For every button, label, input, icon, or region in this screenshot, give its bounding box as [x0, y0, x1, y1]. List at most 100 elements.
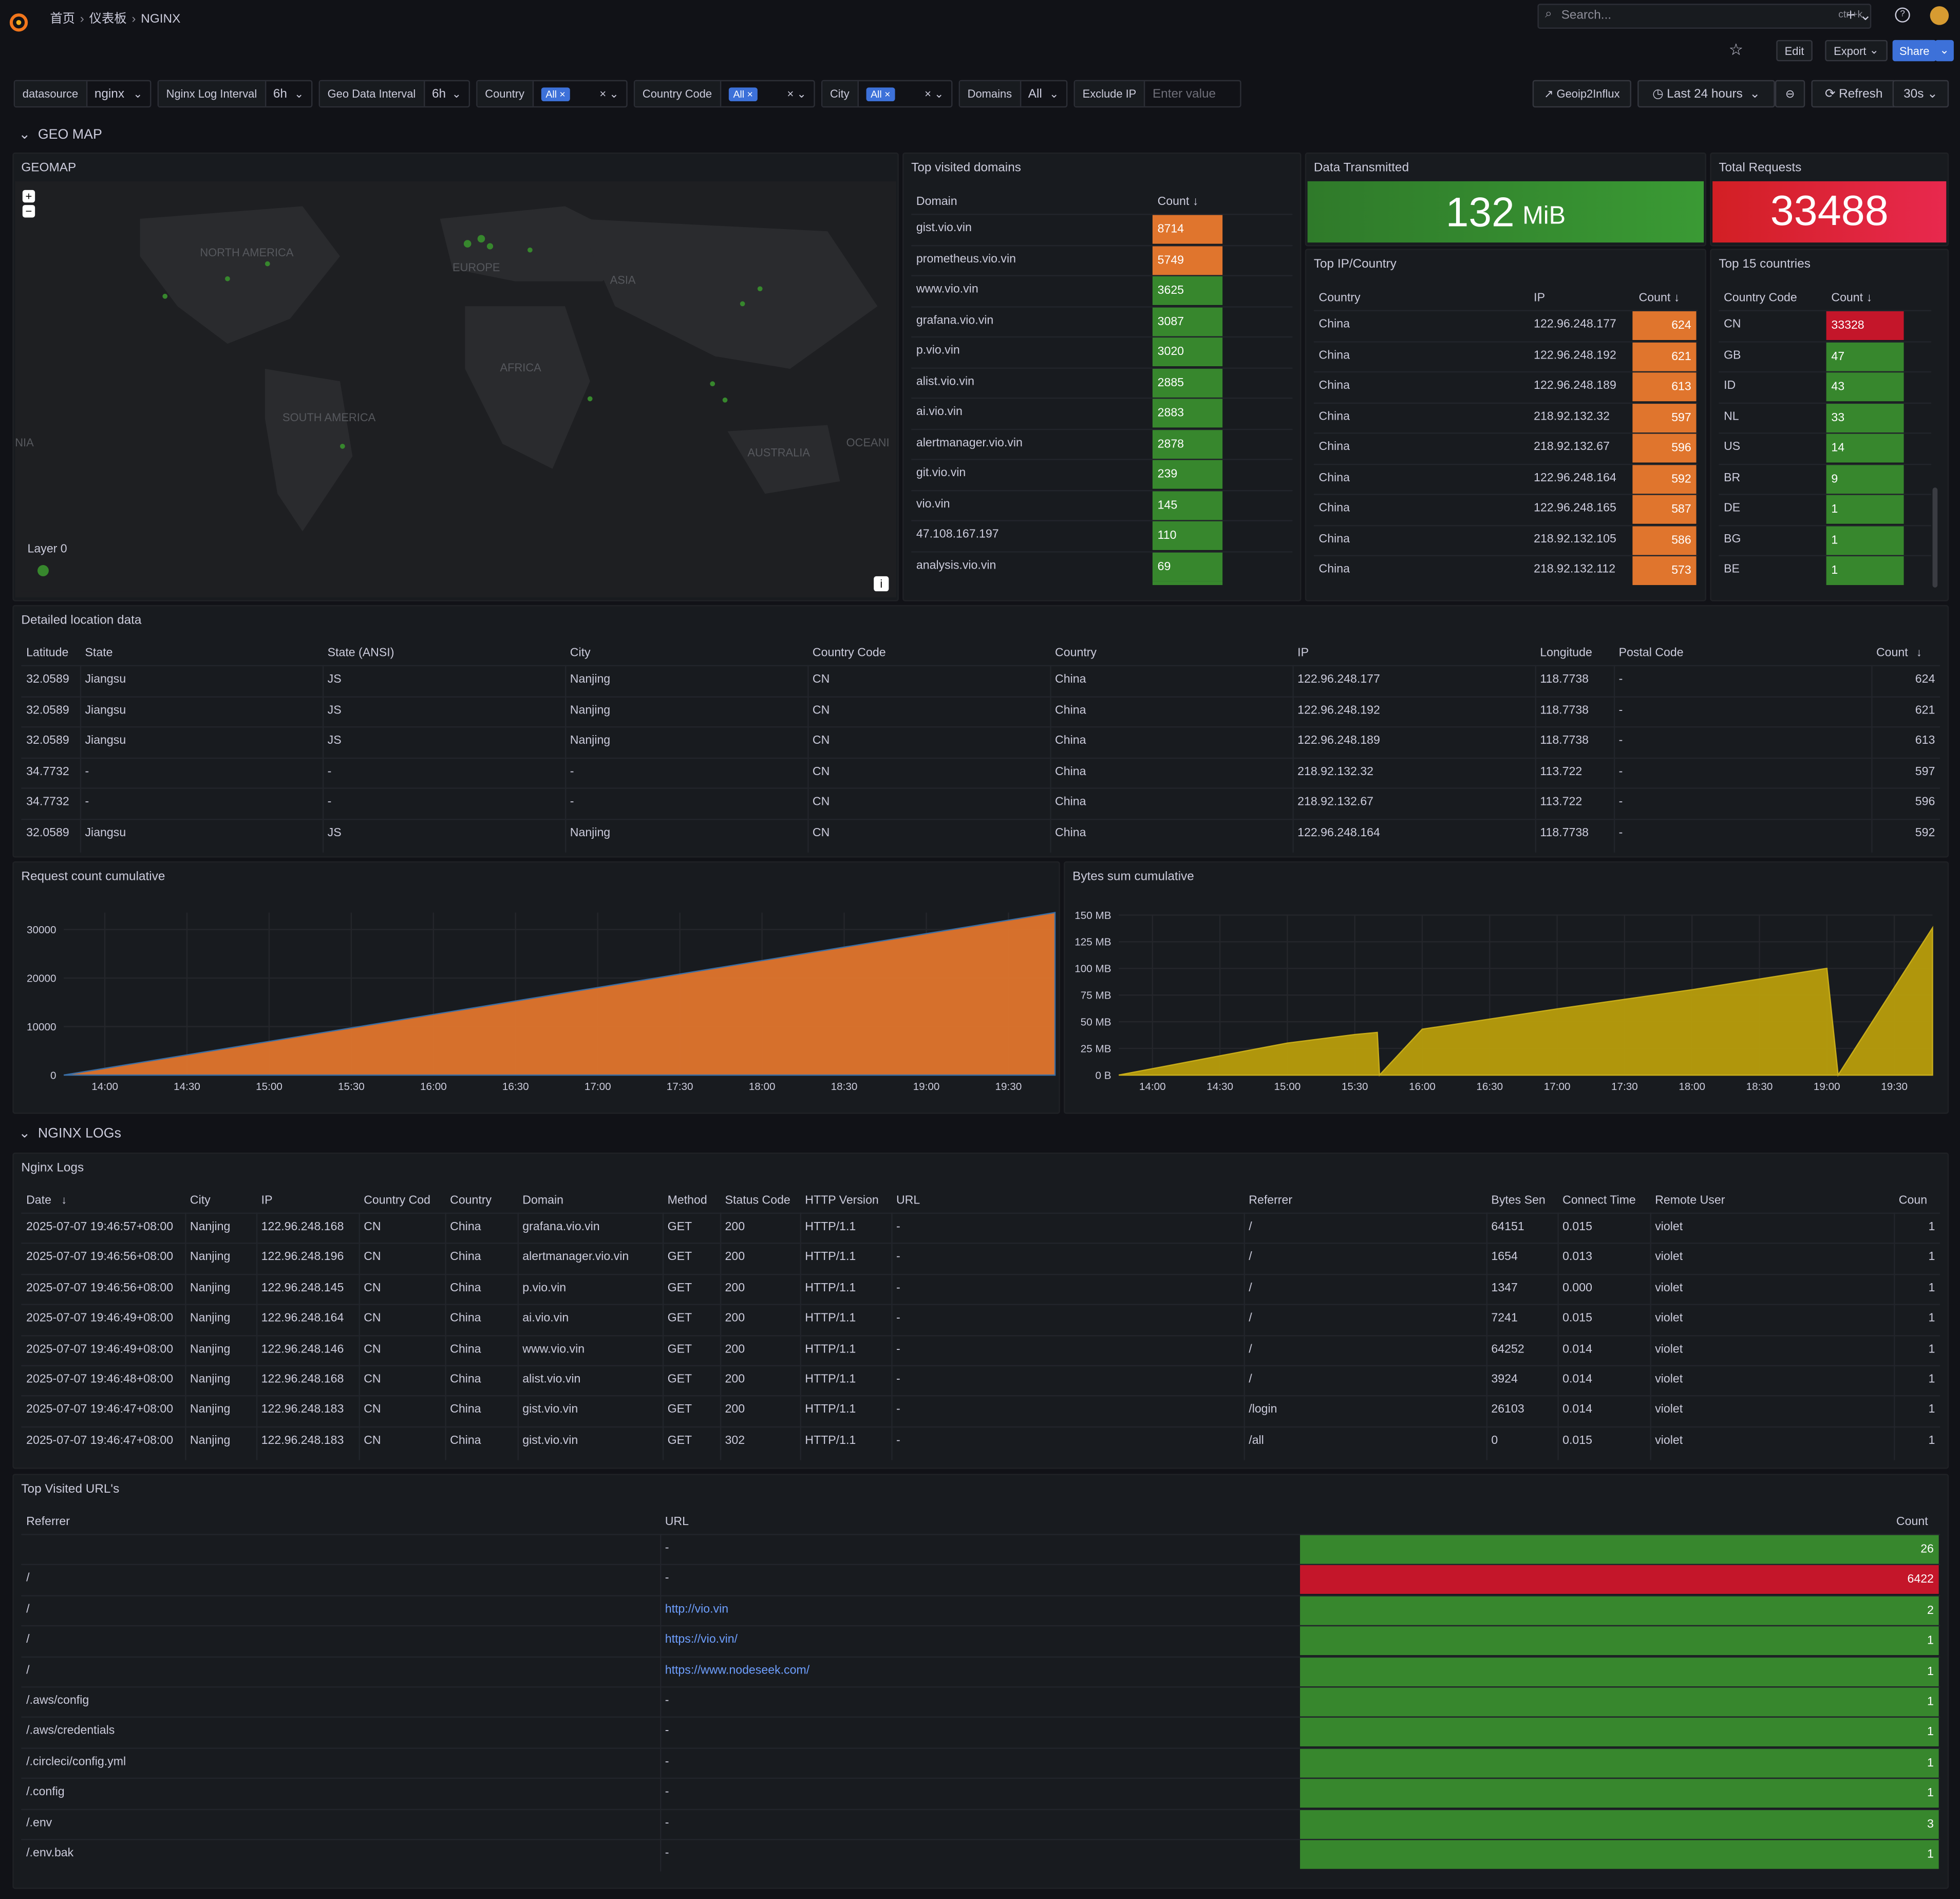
domain-cell[interactable]: grafana.vio.vin	[916, 313, 994, 327]
domain-cell[interactable]: p.vio.vin	[916, 344, 960, 358]
domain-cell[interactable]: ai.vio.vin	[916, 405, 963, 419]
edit-button[interactable]: Edit	[1776, 40, 1813, 62]
col-header-country[interactable]: Country	[1318, 291, 1361, 305]
refresh-interval-picker[interactable]: 30s ⌄	[1892, 80, 1949, 108]
referrer-cell[interactable]: /	[26, 1632, 30, 1647]
col-header[interactable]: Latitude	[26, 646, 69, 660]
col-header[interactable]: Date	[26, 1194, 51, 1208]
var-country-code-chip[interactable]: All ×	[728, 87, 758, 101]
world-map[interactable]: NORTH AMERICA EUROPE ASIA AFRICA SOUTH A…	[15, 181, 896, 598]
col-header[interactable]: Domain	[522, 1194, 563, 1208]
col-header[interactable]: Country Code	[812, 646, 886, 660]
url-link[interactable]: https://www.nodeseek.com/	[665, 1663, 810, 1678]
col-header[interactable]: Referrer	[1249, 1194, 1293, 1208]
avatar[interactable]	[1930, 6, 1949, 25]
col-header[interactable]: State	[85, 646, 113, 660]
zoom-out-button[interactable]: −	[22, 205, 35, 218]
ip-cell[interactable]: 218.92.132.112	[1534, 562, 1616, 576]
url-link[interactable]: http://vio.vin	[665, 1602, 729, 1616]
referrer-cell[interactable]: /.aws/config	[26, 1694, 89, 1708]
bytes-sum-chart[interactable]: 14:00 14:30 15:00 15:30 16:00 16:30 17:00 17:30…	[1065, 888, 1948, 1113]
row-geo-map[interactable]: ⌄ GEO MAP	[18, 127, 102, 143]
ip-cell[interactable]: 122.96.248.192	[1534, 348, 1616, 362]
domain-cell[interactable]: 47.108.167.197	[916, 528, 999, 541]
col-header-count[interactable]: Count ↓	[1157, 195, 1199, 209]
help-icon[interactable]: ?	[1895, 7, 1910, 23]
col-header[interactable]: Postal Code	[1618, 646, 1684, 660]
map-marker[interactable]	[740, 301, 745, 307]
referrer-cell[interactable]: /.env.bak	[26, 1846, 74, 1860]
col-header[interactable]: State (ANSI)	[327, 646, 394, 660]
var-log-interval[interactable]: Nginx Log Interval 6h ⌄	[157, 80, 313, 108]
var-datasource[interactable]: datasource nginx ⌄	[13, 80, 152, 108]
map-marker[interactable]	[477, 235, 485, 243]
var-geo-interval-value[interactable]: 6h	[431, 87, 446, 101]
geoip-link-button[interactable]: ↗ Geoip2Influx	[1532, 80, 1631, 108]
col-header[interactable]: City	[190, 1194, 211, 1208]
var-geo-interval[interactable]: Geo Data Interval 6h ⌄	[318, 80, 470, 108]
col-header[interactable]: City	[570, 646, 591, 660]
col-header-ip[interactable]: IP	[1534, 291, 1546, 305]
referrer-cell[interactable]: /.aws/credentials	[26, 1724, 115, 1738]
col-header[interactable]: Country	[450, 1194, 492, 1208]
col-header-domain[interactable]: Domain	[916, 195, 957, 209]
domain-cell[interactable]: prometheus.vio.vin	[916, 252, 1016, 266]
var-city-chip[interactable]: All ×	[865, 87, 896, 101]
search-input[interactable]: ⌕ Search... ctrl+k	[1537, 4, 1872, 29]
referrer-cell[interactable]: /	[26, 1602, 30, 1616]
map-marker[interactable]	[757, 286, 763, 292]
col-header[interactable]: Remote User	[1655, 1194, 1725, 1208]
map-marker[interactable]	[710, 381, 715, 387]
ip-cell[interactable]: 218.92.132.105	[1534, 532, 1616, 546]
referrer-cell[interactable]: /	[26, 1663, 30, 1678]
domain-cell[interactable]: www.vio.vin	[916, 283, 978, 296]
col-header[interactable]: Connect Time	[1562, 1194, 1636, 1208]
domain-cell[interactable]: analysis.vio.vin	[916, 558, 996, 572]
exclude-ip-input[interactable]: Enter value	[1152, 87, 1216, 101]
star-icon[interactable]: ☆	[1728, 40, 1744, 59]
col-header[interactable]: HTTP Version	[805, 1194, 879, 1208]
col-header-count[interactable]: Count ↓	[1638, 291, 1680, 305]
var-country[interactable]: Country All × × ⌄	[476, 80, 628, 108]
export-button[interactable]: Export ⌄	[1825, 40, 1888, 62]
row-nginx-logs[interactable]: ⌄ NGINX LOGs	[18, 1126, 121, 1141]
domain-cell[interactable]: alist.vio.vin	[916, 374, 974, 388]
col-header-country-code[interactable]: Country Code	[1724, 291, 1797, 305]
refresh-button[interactable]: ⟳ Refresh	[1811, 80, 1896, 108]
var-exclude-ip[interactable]: Exclude IP Enter value	[1073, 80, 1241, 108]
col-header[interactable]: Country	[1055, 646, 1097, 660]
ip-cell[interactable]: 218.92.132.32	[1534, 409, 1610, 423]
ip-cell[interactable]: 122.96.248.165	[1534, 501, 1616, 515]
scrollbar[interactable]	[1932, 487, 1938, 588]
map-marker[interactable]	[587, 396, 593, 402]
referrer-cell[interactable]: /	[26, 1572, 30, 1586]
var-datasource-value[interactable]: nginx	[94, 87, 125, 101]
map-marker[interactable]	[225, 276, 230, 281]
breadcrumb-dashboards[interactable]: 仪表板	[89, 12, 127, 27]
var-country-code[interactable]: Country Code All × × ⌄	[633, 80, 815, 108]
map-marker[interactable]	[527, 247, 533, 253]
request-count-chart[interactable]: 14:00 14:30 15:00 15:30 16:00 16:30 17:00 17:30…	[14, 888, 1059, 1113]
col-header[interactable]: Status Code	[725, 1194, 790, 1208]
add-icon[interactable]: + ⌄	[1846, 6, 1872, 24]
col-header-count[interactable]: Count	[1896, 1515, 1928, 1529]
col-header[interactable]: Coun	[1898, 1194, 1928, 1208]
map-marker[interactable]	[340, 443, 345, 449]
col-header[interactable]: Country Cod	[364, 1194, 431, 1208]
referrer-cell[interactable]: /.config	[26, 1785, 65, 1799]
var-log-interval-value[interactable]: 6h	[273, 87, 287, 101]
map-marker[interactable]	[486, 243, 494, 250]
col-header[interactable]: Bytes Sen	[1491, 1194, 1546, 1208]
domain-cell[interactable]: vio.vin	[916, 497, 950, 511]
var-city[interactable]: City All × × ⌄	[821, 80, 953, 108]
breadcrumb-home[interactable]: 首页	[50, 12, 76, 27]
col-header[interactable]: IP	[1297, 646, 1309, 660]
ip-cell[interactable]: 122.96.248.189	[1534, 379, 1616, 393]
col-header[interactable]: Longitude	[1540, 646, 1592, 660]
map-marker[interactable]	[722, 397, 728, 403]
referrer-cell[interactable]: /.env	[26, 1816, 52, 1830]
domain-cell[interactable]: git.vio.vin	[916, 466, 966, 480]
domain-cell[interactable]: alertmanager.vio.vin	[916, 436, 1023, 449]
var-domains-value[interactable]: All	[1028, 87, 1042, 101]
time-range-picker[interactable]: ◷ Last 24 hours ⌄	[1637, 80, 1775, 108]
